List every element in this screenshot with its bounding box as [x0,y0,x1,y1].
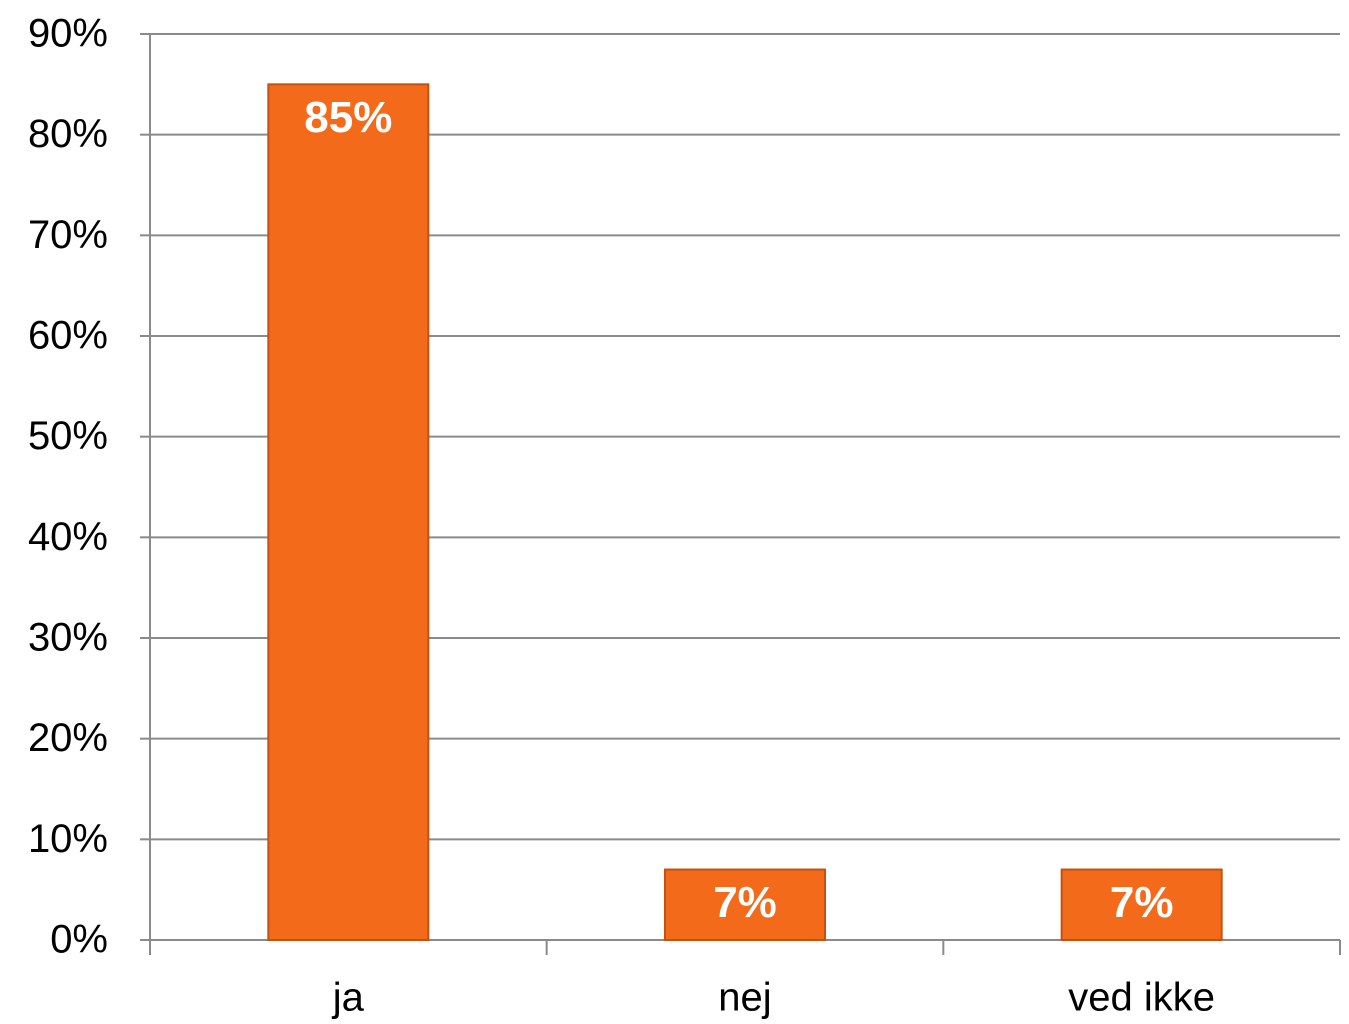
x-tick-label: nej [718,976,771,1020]
y-tick-label: 70% [28,213,108,257]
y-tick-label: 30% [28,616,108,660]
y-tick-label: 40% [28,515,108,559]
y-tick-label: 90% [28,12,108,56]
y-tick-label: 80% [28,112,108,156]
data-label: 85% [304,93,392,142]
y-tick-label: 10% [28,817,108,861]
y-tick-label: 20% [28,716,108,760]
y-tick-label: 50% [28,414,108,458]
y-tick-label: 60% [28,314,108,358]
x-tick-label: ja [332,976,365,1020]
x-tick-label: ved ikke [1068,976,1215,1020]
bar [664,868,826,941]
data-label: 7% [1110,878,1174,927]
bar [267,83,430,942]
data-label: 7% [713,878,777,927]
bar [1060,868,1223,941]
y-tick-label: 0% [50,918,108,962]
